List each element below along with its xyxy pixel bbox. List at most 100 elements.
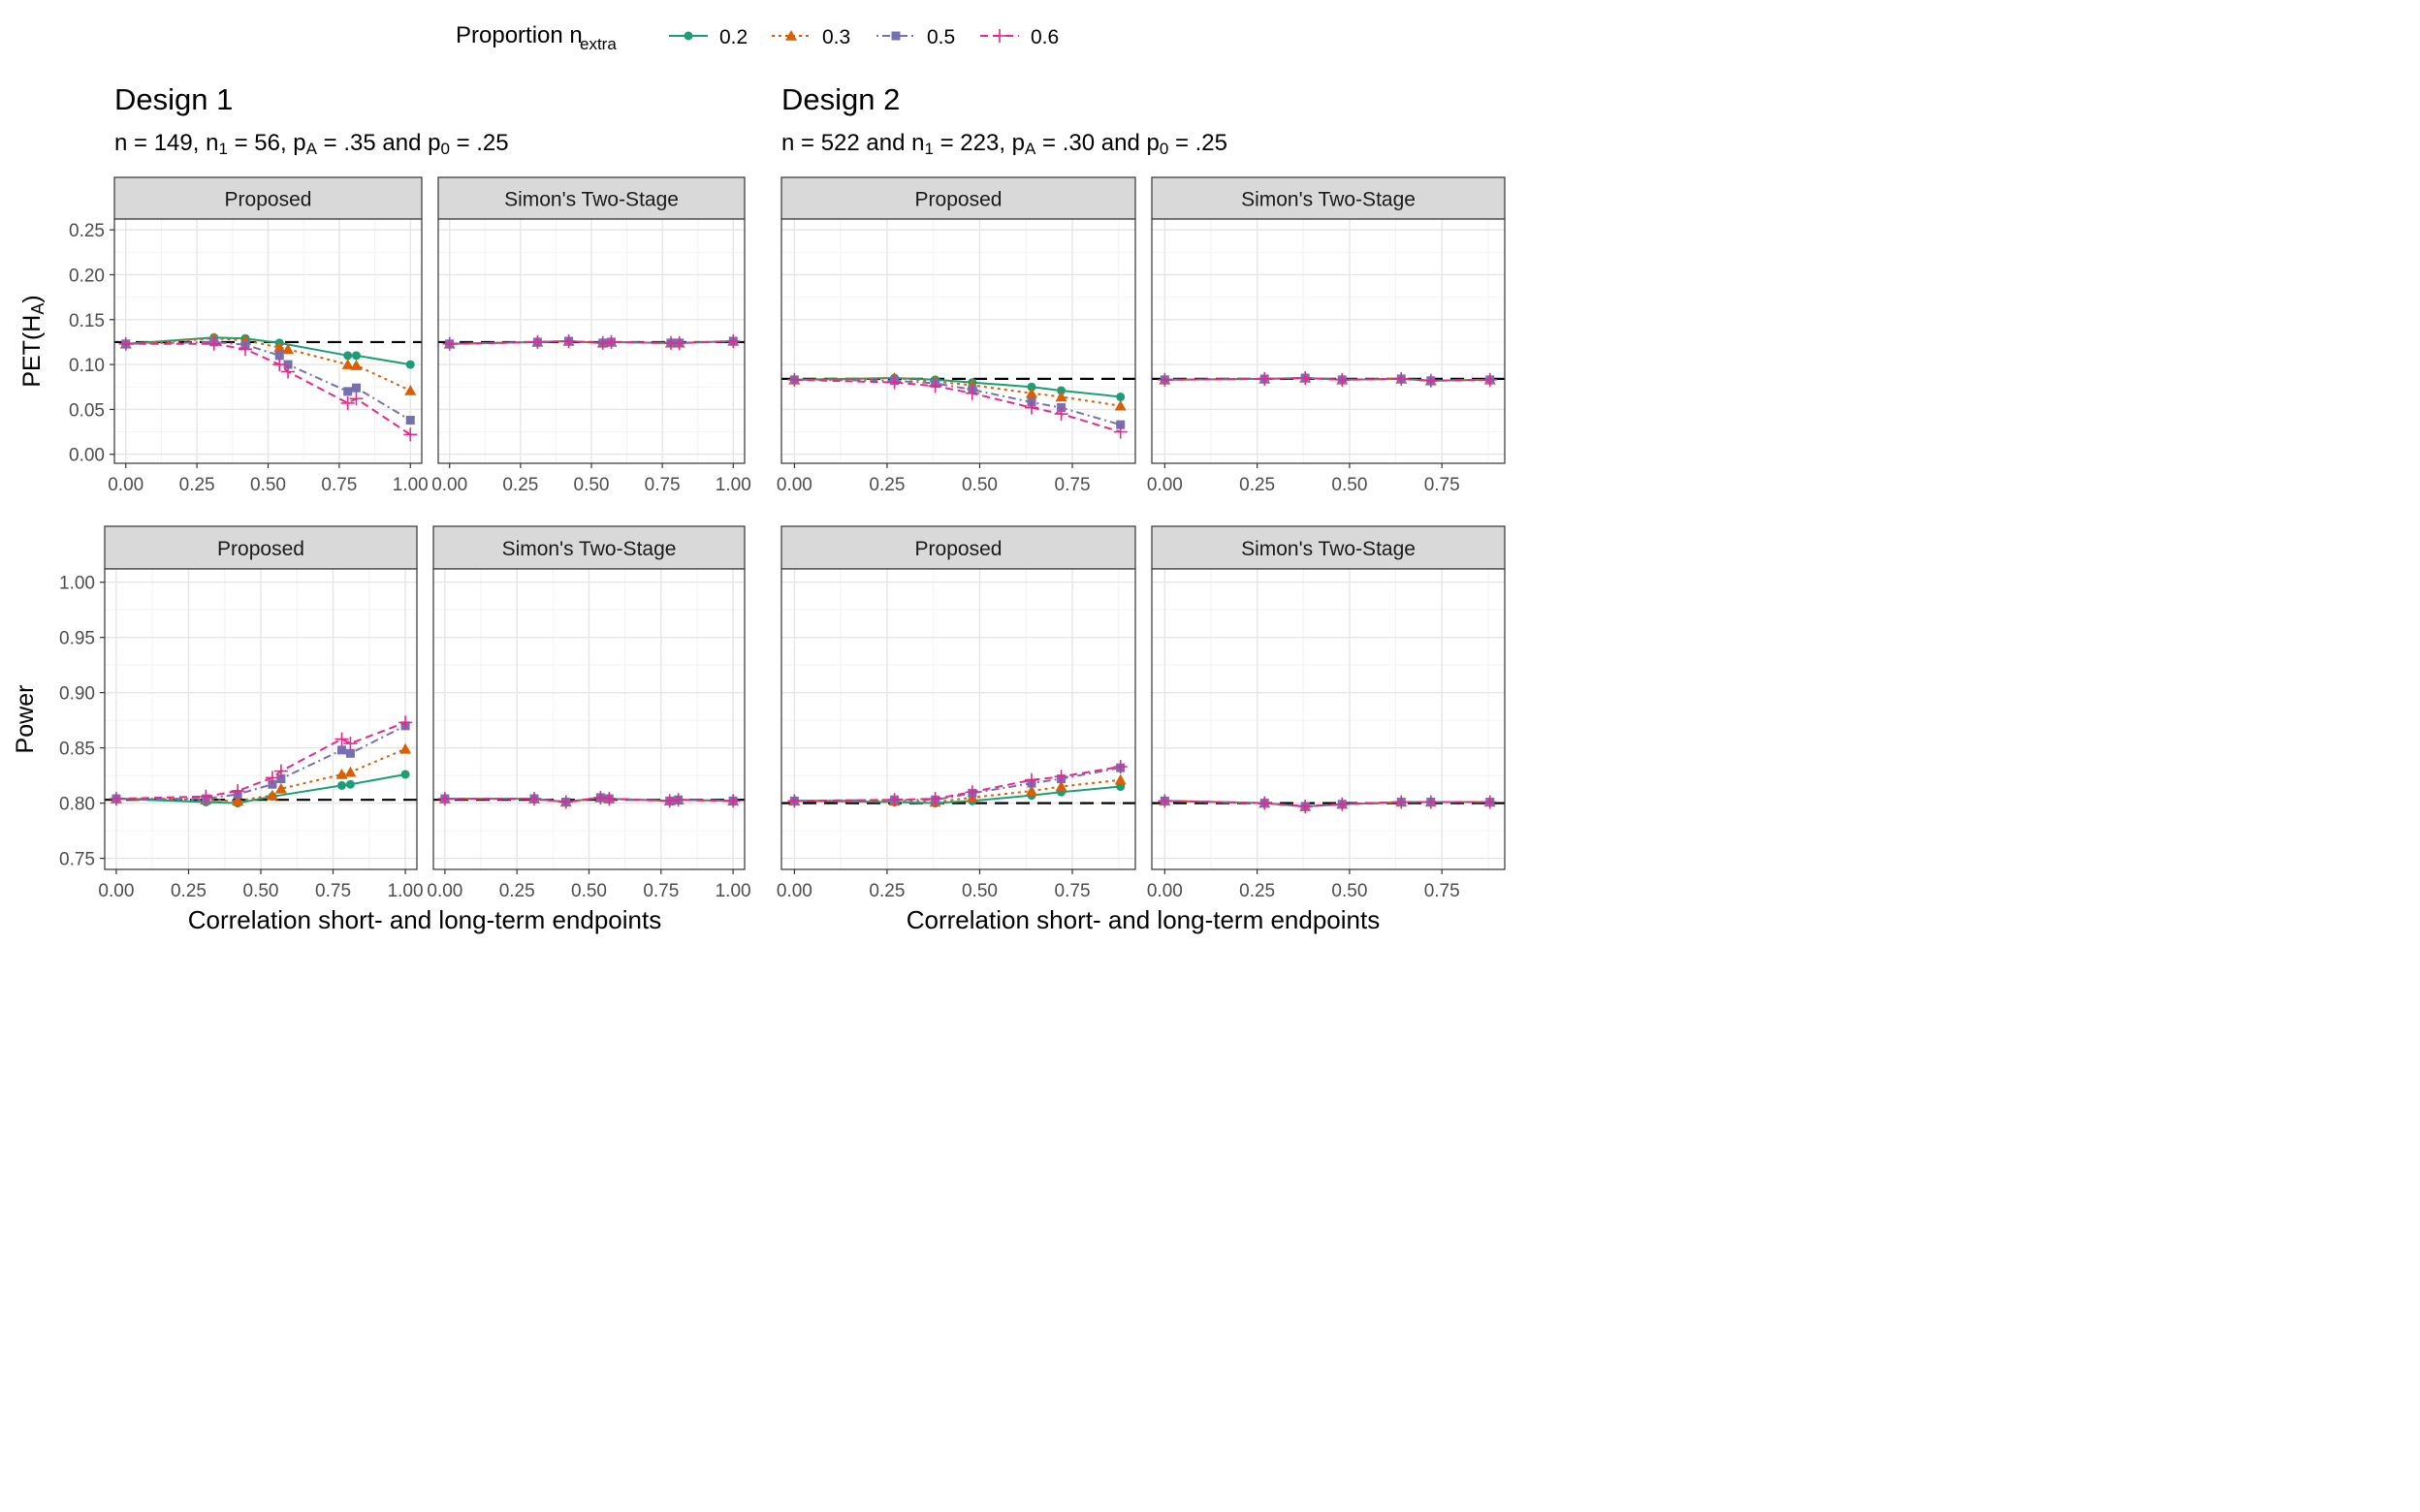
data-point <box>351 383 361 393</box>
data-point <box>595 335 610 350</box>
data-point <box>965 386 979 400</box>
panel-background <box>781 219 1135 463</box>
x-tick-label: 0.75 <box>321 475 357 495</box>
data-point <box>1335 372 1350 387</box>
legend-title: Proportion n <box>456 22 583 48</box>
y-axis-title-power: Power <box>12 685 39 754</box>
y-tick-label: 0.10 <box>69 356 105 376</box>
y-tick-label: 0.85 <box>59 740 95 760</box>
panel-border <box>780 568 1136 870</box>
data-point <box>344 766 357 777</box>
data-point <box>602 792 617 806</box>
data-point <box>274 351 284 361</box>
legend-entry-0-2: 0.2 <box>669 26 748 48</box>
facet-strip <box>1151 176 1506 220</box>
data-point <box>928 379 942 394</box>
facet-label: Simon's Two-Stage <box>1241 189 1416 211</box>
data-point <box>207 336 221 351</box>
y-tick-label: 0.05 <box>69 400 105 421</box>
data-point <box>437 792 452 806</box>
panel-design-2-proposed-pet: Proposed 0.00 0.25 0.50 0.75 <box>777 176 1136 495</box>
data-point <box>405 416 415 425</box>
data-point <box>266 789 278 801</box>
data-point <box>1482 795 1497 809</box>
y-tick-label: 0.95 <box>59 629 95 649</box>
panel-design-2-simons-power: Simon's Two-Stage 0.00 0.25 0.50 0.75 <box>1147 525 1506 901</box>
data-point <box>527 792 542 806</box>
data-point <box>345 779 355 789</box>
x-tick-label: 0.00 <box>427 881 462 901</box>
data-point <box>1025 387 1037 398</box>
x-tick-label: 0.25 <box>1239 881 1275 901</box>
y-tick-label: 1.00 <box>59 574 95 594</box>
data-point <box>336 745 346 755</box>
x-tick-label: 0.75 <box>1055 881 1091 901</box>
x-tick-label: 1.00 <box>388 881 424 901</box>
data-point <box>1394 795 1409 809</box>
data-point <box>965 785 979 800</box>
data-point <box>1158 372 1172 387</box>
data-point <box>1114 773 1127 785</box>
data-point <box>671 793 685 807</box>
data-point <box>276 774 286 784</box>
facet-label: Simon's Two-Stage <box>502 538 677 560</box>
data-point <box>1024 400 1038 415</box>
data-point <box>1054 407 1068 422</box>
data-point <box>1298 370 1313 385</box>
facet-strip <box>437 176 746 220</box>
data-point <box>1113 760 1128 774</box>
panel-design-2-proposed-power: Proposed 0.00 0.25 0.50 0.75 <box>777 525 1136 901</box>
legend-label: 0.6 <box>1031 26 1059 48</box>
data-point <box>341 359 354 369</box>
x-tick-label: 0.50 <box>250 475 286 495</box>
panel-design-2-simons-pet: Simon's Two-Stage 0.00 0.25 0.50 0.75 <box>1147 176 1506 495</box>
panel-background <box>781 569 1135 869</box>
axis-titles: PET(HA) Power Correlation short- and long-… <box>12 295 1380 934</box>
data-point <box>787 794 802 808</box>
data-point <box>1057 386 1067 395</box>
data-point <box>1298 800 1313 814</box>
data-point <box>1258 796 1272 810</box>
series-0-6 <box>1158 794 1497 814</box>
design-subtitle-2: n = 522 and n1 = 223, pA = .30 and p0 = … <box>781 130 1227 158</box>
facet-label: Proposed <box>217 538 304 560</box>
x-tick-label: 0.25 <box>502 475 538 495</box>
data-point <box>558 795 573 809</box>
data-point <box>340 395 355 410</box>
data-point <box>887 793 902 807</box>
data-point <box>1025 785 1037 796</box>
data-point <box>403 427 418 442</box>
x-tick-label: 0.00 <box>777 881 812 901</box>
x-tick-label: 0.50 <box>1331 475 1367 495</box>
data-point <box>398 715 413 730</box>
data-point <box>530 334 545 349</box>
x-tick-label: 0.25 <box>171 881 207 901</box>
panel-design-1-simons-pet: Simon's Two-Stage 0.00 0.25 0.50 0.75 1.00 <box>431 176 751 495</box>
data-point <box>281 364 296 379</box>
data-point <box>399 742 412 754</box>
data-point <box>283 360 293 369</box>
data-point <box>400 770 410 779</box>
x-tick-label: 0.25 <box>869 881 905 901</box>
facet-strip <box>104 525 418 570</box>
data-point <box>199 789 213 803</box>
x-tick-label: 0.00 <box>777 475 812 495</box>
data-point <box>1055 391 1067 402</box>
legend-swatch-marker <box>993 29 1006 43</box>
x-tick-label: 1.00 <box>716 475 751 495</box>
data-point <box>726 794 741 808</box>
data-point <box>1158 794 1172 808</box>
facet-label: Proposed <box>915 189 1003 211</box>
design-title-2: Design 2 <box>781 82 900 116</box>
data-point <box>726 334 741 348</box>
x-tick-label: 0.00 <box>1147 475 1183 495</box>
data-point <box>662 794 677 808</box>
data-point <box>343 737 358 751</box>
facet-strip <box>1151 525 1506 570</box>
panel-border <box>1151 218 1506 464</box>
series-0-6 <box>437 790 741 809</box>
facet-strip <box>780 525 1136 570</box>
